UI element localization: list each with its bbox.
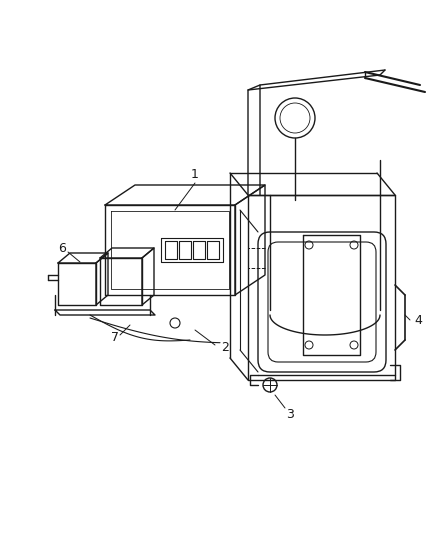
Text: 4: 4 [413,313,421,327]
Text: 1: 1 [191,168,198,182]
Text: 3: 3 [286,408,293,422]
Text: 7: 7 [111,332,119,344]
Text: 2: 2 [221,342,228,354]
Text: 6: 6 [58,241,66,254]
